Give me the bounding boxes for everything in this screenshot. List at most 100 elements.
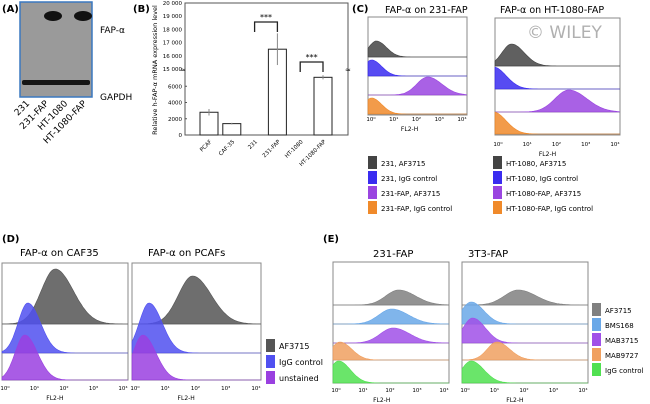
histogram-231-igg-control	[367, 59, 467, 77]
x-tick-label: 10⁴	[251, 385, 261, 392]
panel-d-title-right: FAP-α on PCAFs	[148, 248, 225, 259]
x-tick-label: 10³	[581, 141, 590, 148]
legend-swatch	[266, 371, 275, 384]
significance-label: ***	[260, 13, 272, 22]
legend-label: AF3715	[605, 307, 632, 315]
legend-swatch	[592, 318, 601, 331]
legend-label: 231, AF3715	[381, 160, 425, 168]
legend-swatch	[493, 156, 502, 169]
histogram-ht-1080-af3715	[494, 43, 620, 67]
histogram-231-fap-af3715	[368, 76, 468, 96]
y-axis-label: Relative h-FAP-α mRNA expression level	[151, 5, 159, 135]
panel-a-label: (A)	[2, 4, 19, 15]
x-axis-label: FL2-H	[46, 395, 63, 402]
x-tick-label: 10²	[191, 385, 200, 392]
significance-label: ***	[306, 53, 318, 62]
legend-label: unstained	[279, 374, 319, 383]
panel-c-right-frame	[494, 17, 621, 136]
histogram-igg-control	[461, 360, 588, 384]
x-tick-label: 10⁴	[118, 385, 128, 392]
x-tick-label: 10³	[89, 385, 98, 392]
significance-bracket	[253, 21, 279, 32]
x-tick-label: 10⁰	[460, 387, 470, 394]
panel-c-right-legend-item: HT-1080, IgG control	[493, 171, 578, 184]
legend-label: 231, IgG control	[381, 175, 437, 183]
legend-swatch	[493, 201, 502, 214]
x-tick-label: 10³	[412, 387, 421, 394]
panel-e-title-right: 3T3-FAP	[468, 249, 508, 260]
legend-label: IgG control	[279, 358, 323, 367]
x-tick-label: 10⁴	[439, 387, 449, 394]
x-tick-label: PCAF	[199, 139, 213, 153]
panel-c-right-legend-item: HT-1080, AF3715	[493, 156, 566, 169]
legend-label: MAB3715	[605, 337, 638, 345]
x-tick-label: 10²	[59, 385, 68, 392]
histogram-231-fap-igg-control	[367, 97, 467, 115]
y-tick-label: 4000	[168, 101, 182, 107]
legend-swatch	[368, 201, 377, 214]
x-tick-label: 10²	[385, 387, 394, 394]
y-tick-label: 20 000	[163, 1, 183, 7]
x-axis-label: FL2-H	[506, 397, 523, 404]
x-tick-label: 10³	[221, 385, 230, 392]
legend-swatch	[592, 333, 601, 346]
x-tick-label: 10⁰	[130, 385, 140, 392]
panel-c-left-legend-item: 231, IgG control	[368, 171, 437, 184]
panel-c-title-left: FAP-α on 231-FAP	[385, 5, 468, 16]
bar	[313, 76, 333, 136]
histogram-unstained	[131, 334, 261, 381]
legend-label: HT-1080-FAP, AF3715	[506, 190, 581, 198]
x-tick-label: 10³	[435, 116, 444, 123]
x-tick-label: 10⁰	[0, 385, 10, 392]
significance-bracket	[299, 61, 324, 72]
panel-e-label: (E)	[323, 234, 339, 245]
x-tick-label: 10³	[549, 387, 558, 394]
legend-label: 231-FAP, AF3715	[381, 190, 440, 198]
y-tick-label: 17 000	[163, 41, 183, 47]
legend-label: AF3715	[279, 342, 309, 351]
x-tick-label: 231	[247, 139, 259, 151]
histogram-af3715	[333, 289, 450, 306]
histogram-igg-control	[131, 302, 261, 354]
legend-swatch	[266, 339, 275, 352]
legend-label: HT-1080, IgG control	[506, 175, 578, 183]
histogram-231-af3715	[367, 40, 467, 58]
legend-swatch	[368, 186, 377, 199]
panel-c-left-legend-item: 231-FAP, AF3715	[368, 186, 440, 199]
x-tick-label: 10¹	[30, 385, 39, 392]
band-label-gapdh: GAPDH	[100, 93, 132, 103]
blot-band-gapdh	[22, 80, 90, 85]
legend-label: MAB9727	[605, 352, 638, 360]
x-tick-label: 231-FAP	[262, 139, 282, 159]
x-tick-label: 10⁰	[331, 387, 341, 394]
legend-swatch	[592, 303, 601, 316]
axis-break-mark: ≈	[345, 66, 351, 74]
legend-swatch	[266, 355, 275, 368]
x-tick-label: 10⁰	[366, 116, 376, 123]
panel-c-left-legend-item: 231, AF3715	[368, 156, 425, 169]
legend-swatch	[592, 363, 601, 376]
x-tick-label: 10⁰	[493, 141, 503, 148]
legend-swatch	[368, 171, 377, 184]
y-tick-label: 18 000	[163, 27, 183, 33]
y-tick-label: 6000	[168, 84, 182, 90]
x-tick-label: 10¹	[490, 387, 499, 394]
panel-e-legend-item: MAB9727	[592, 348, 638, 361]
x-tick-label: 10²	[412, 116, 421, 123]
y-tick-label: 0	[179, 133, 183, 139]
histogram-igg-control	[1, 302, 128, 354]
panel-c-left-legend-item: 231-FAP, IgG control	[368, 201, 452, 214]
x-tick-label: 10⁴	[610, 141, 620, 148]
panel-d-label: (D)	[2, 234, 19, 245]
blot-band-fap-231fap	[44, 11, 62, 21]
legend-label: HT-1080, AF3715	[506, 160, 566, 168]
histogram-mab9727	[332, 341, 449, 361]
panel-c-title-right: FAP-α on HT-1080-FAP	[500, 5, 604, 16]
histogram-af3715	[462, 289, 588, 306]
legend-swatch	[493, 186, 502, 199]
panel-c-right-legend-item: HT-1080-FAP, AF3715	[493, 186, 581, 199]
x-tick-label: CAF-35	[218, 139, 237, 158]
panel-c-label: (C)	[352, 4, 368, 15]
bar	[222, 123, 242, 136]
